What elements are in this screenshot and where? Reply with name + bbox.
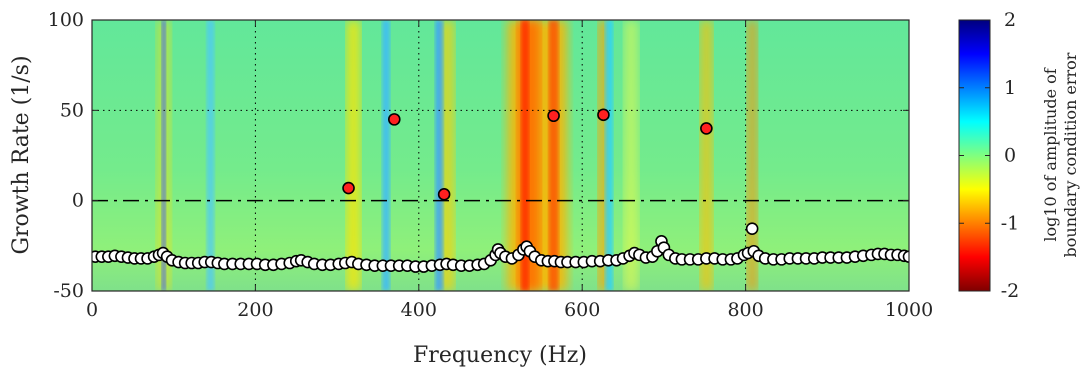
white-marker: [902, 250, 909, 263]
red-marker: [437, 188, 451, 201]
contour-band: [624, 20, 639, 291]
x-tick-label: 200: [237, 299, 273, 321]
contour-band: [206, 20, 215, 291]
colorbar-tick-label: 2: [1004, 9, 1016, 31]
x-tick-label: 400: [401, 299, 437, 321]
y-tick-label: 100: [48, 9, 84, 31]
colorbar-tick-label: 0: [1004, 145, 1016, 167]
y-tick-label: 0: [72, 190, 84, 212]
colorbar: [958, 19, 991, 292]
contour-band: [700, 20, 713, 291]
red-marker: [597, 108, 610, 122]
x-tick-label: 600: [564, 299, 600, 321]
y-tick-label: -50: [53, 280, 84, 302]
contour-band: [435, 20, 444, 291]
contour-band: [382, 20, 391, 291]
red-marker: [342, 181, 355, 195]
data-markers: [92, 108, 909, 273]
x-tick-label: 800: [727, 299, 763, 321]
contour-band: [605, 20, 614, 291]
contour-band: [440, 20, 455, 291]
colorbar-tick-label: 1: [1004, 77, 1016, 99]
contour-band: [548, 20, 559, 291]
y-tick-label: 50: [60, 99, 84, 121]
red-marker: [700, 122, 713, 135]
x-axis-label: Frequency (Hz): [413, 343, 587, 368]
contour-band: [346, 20, 361, 291]
y-axis-label: Growth Rate (1/s): [9, 55, 34, 254]
colorbar-label-line1: log10 of amplitude of: [1041, 67, 1060, 241]
red-marker: [547, 109, 560, 123]
plot-frame: [91, 19, 910, 292]
colorbar-label-line2: boundary condition error: [1061, 52, 1080, 257]
contour-band: [161, 20, 166, 291]
contour-band: [747, 20, 758, 291]
white-marker: [745, 222, 759, 235]
colorbar-ticks: 2 1 0 -1 -2: [959, 9, 1019, 302]
x-tick-label: 1000: [885, 299, 933, 321]
colorbar-tick-label: -2: [1001, 280, 1020, 302]
contour-band: [521, 20, 530, 291]
red-marker: [387, 113, 401, 126]
x-tick-label: 0: [86, 299, 98, 321]
grid-lines: [92, 20, 909, 291]
colorbar-tick-label: -1: [1001, 212, 1020, 234]
contour-band: [598, 20, 609, 291]
